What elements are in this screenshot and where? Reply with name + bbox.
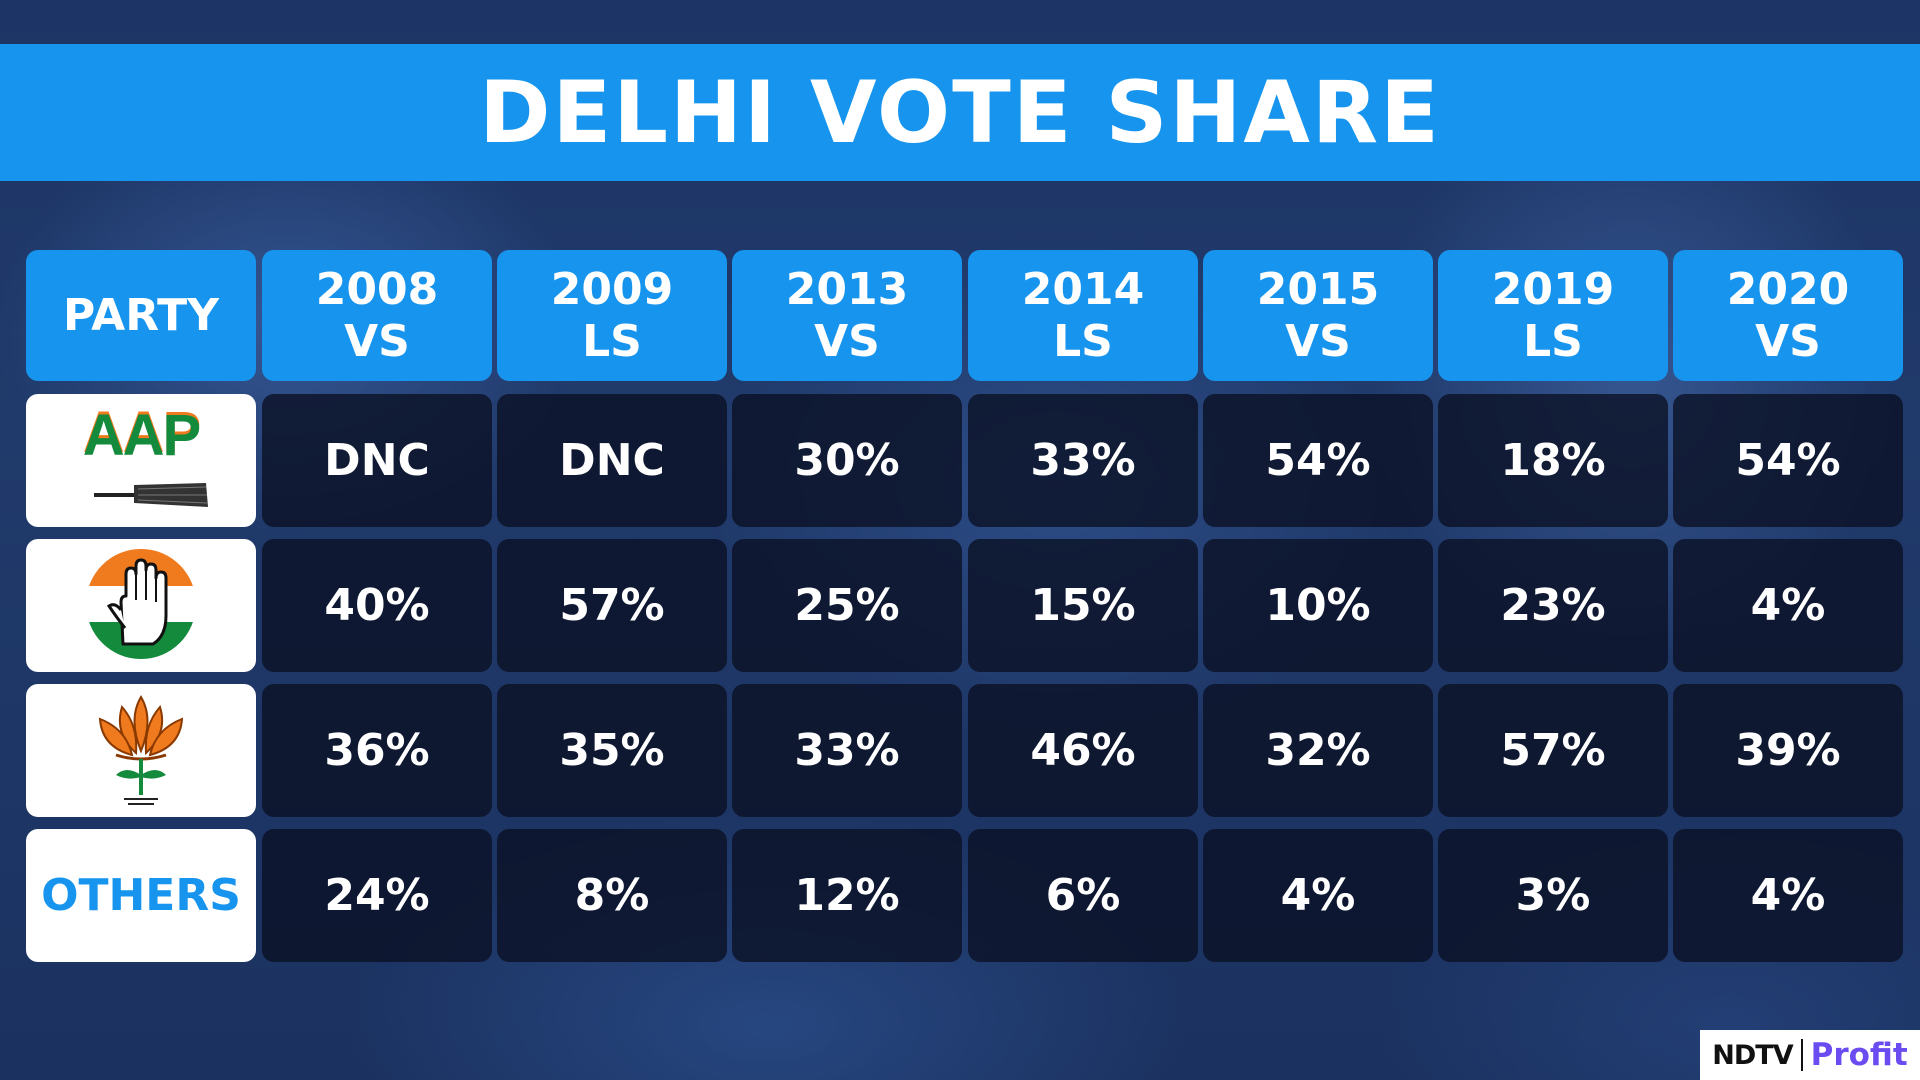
- header-year: 2020: [1726, 263, 1850, 315]
- party-name-aap: AAP: [82, 402, 201, 468]
- brand-profit-text: Profit: [1810, 1037, 1908, 1073]
- header-year: 2015: [1256, 263, 1380, 315]
- party-logo-cell: [26, 684, 256, 817]
- bjp-lotus-logo-icon: [86, 689, 196, 813]
- header-year: 2009: [550, 263, 674, 315]
- table-cell: 54%: [1203, 394, 1433, 527]
- header-column-2014: 2014 LS: [968, 250, 1198, 381]
- table-cell: 36%: [262, 684, 492, 817]
- header-column-2009: 2009 LS: [497, 250, 727, 381]
- aap-broom-logo-icon: AAP: [66, 399, 216, 523]
- header-party: PARTY: [26, 250, 256, 381]
- table-cell: 40%: [262, 539, 492, 672]
- table-cell: 4%: [1673, 829, 1903, 962]
- table-cell: 33%: [732, 684, 962, 817]
- brand-separator: [1800, 1039, 1803, 1071]
- header-column-2019: 2019 LS: [1438, 250, 1668, 381]
- table-cell: 15%: [968, 539, 1198, 672]
- table-cell: 10%: [1203, 539, 1433, 672]
- header-year: 2008: [315, 263, 439, 315]
- table-cell: 4%: [1203, 829, 1433, 962]
- header-column-2020: 2020 VS: [1673, 250, 1903, 381]
- table-cell: 3%: [1438, 829, 1668, 962]
- table-cell: 33%: [968, 394, 1198, 527]
- header-year: 2014: [1021, 263, 1145, 315]
- congress-hand-logo-icon: [81, 544, 201, 668]
- party-logo-cell: [26, 539, 256, 672]
- table-cell: 35%: [497, 684, 727, 817]
- header-column-2013: 2013 VS: [732, 250, 962, 381]
- header-election-type: VS: [1285, 315, 1351, 367]
- table-cell: 4%: [1673, 539, 1903, 672]
- table-cell: 6%: [968, 829, 1198, 962]
- table-cell: 25%: [732, 539, 962, 672]
- party-logo-cell: OTHERS: [26, 829, 256, 962]
- table-cell: 57%: [1438, 684, 1668, 817]
- header-year: 2013: [785, 263, 909, 315]
- header-column-2015: 2015 VS: [1203, 250, 1433, 381]
- header-year: 2019: [1491, 263, 1615, 315]
- party-logo-cell: AAP: [26, 394, 256, 527]
- header-column-2008: 2008 VS: [262, 250, 492, 381]
- table-cell: 18%: [1438, 394, 1668, 527]
- table-cell: 30%: [732, 394, 962, 527]
- header-election-type: VS: [344, 315, 410, 367]
- brand-ndtv-text: NDTV: [1712, 1039, 1793, 1071]
- table-cell: 32%: [1203, 684, 1433, 817]
- table-cell: 57%: [497, 539, 727, 672]
- table-cell: 23%: [1438, 539, 1668, 672]
- ndtv-profit-logo: NDTV Profit: [1700, 1030, 1920, 1080]
- table-cell: DNC: [497, 394, 727, 527]
- page-title: DELHI VOTE SHARE: [479, 62, 1441, 163]
- header-election-type: LS: [1053, 315, 1113, 367]
- header-election-type: LS: [582, 315, 642, 367]
- table-cell: 54%: [1673, 394, 1903, 527]
- header-election-type: VS: [814, 315, 880, 367]
- title-banner: DELHI VOTE SHARE: [0, 44, 1920, 181]
- table-cell: DNC: [262, 394, 492, 527]
- table-cell: 39%: [1673, 684, 1903, 817]
- table-cell: 46%: [968, 684, 1198, 817]
- table-cell: 12%: [732, 829, 962, 962]
- table-cell: 8%: [497, 829, 727, 962]
- header-election-type: VS: [1755, 315, 1821, 367]
- party-name-others: OTHERS: [41, 870, 241, 921]
- table-cell: 24%: [262, 829, 492, 962]
- header-election-type: LS: [1523, 315, 1583, 367]
